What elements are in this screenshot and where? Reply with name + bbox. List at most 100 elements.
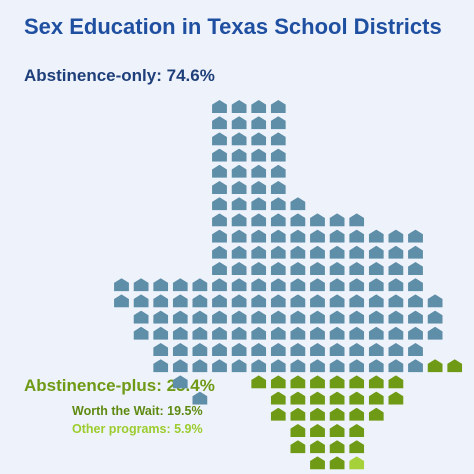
abstinence-only-schoolhouse-icon (368, 229, 384, 243)
abstinence-only-schoolhouse-icon (270, 213, 286, 227)
abstinence-only-schoolhouse-icon (270, 132, 286, 146)
abstinence-only-schoolhouse-icon (251, 294, 267, 308)
abstinence-only-schoolhouse-icon (310, 326, 325, 340)
abstinence-only-schoolhouse-icon (329, 294, 345, 308)
abstinence-only-schoolhouse-icon (329, 343, 345, 356)
abstinence-only-schoolhouse-icon (231, 164, 247, 178)
abstinence-only-schoolhouse-icon (251, 262, 267, 275)
abstinence-only-schoolhouse-icon (270, 164, 286, 178)
abstinence-only-schoolhouse-icon (172, 343, 188, 356)
abstinence-only-schoolhouse-icon (251, 197, 267, 211)
abstinence-only-schoolhouse-icon (290, 294, 306, 308)
worth-the-wait-schoolhouse-icon (447, 359, 463, 373)
abstinence-only-schoolhouse-icon (192, 391, 208, 405)
abstinence-only-schoolhouse-icon (368, 262, 384, 275)
worth-the-wait-schoolhouse-icon (349, 424, 365, 437)
worth-the-wait-schoolhouse-icon (349, 440, 365, 454)
abstinence-only-schoolhouse-icon (251, 116, 267, 130)
worth-the-wait-schoolhouse-icon (251, 375, 267, 389)
abstinence-only-schoolhouse-icon (290, 229, 306, 243)
abstinence-only-schoolhouse-icon (408, 310, 423, 324)
abstinence-only-schoolhouse-icon (212, 294, 227, 308)
worth-the-wait-schoolhouse-icon (290, 407, 306, 421)
abstinence-only-schoolhouse-icon (251, 278, 267, 292)
abstinence-only-schoolhouse-icon (212, 359, 227, 373)
abstinence-only-schoolhouse-icon (329, 229, 345, 243)
abstinence-only-schoolhouse-icon (270, 229, 286, 243)
abstinence-only-schoolhouse-icon (212, 278, 227, 292)
abstinence-only-schoolhouse-icon (231, 100, 247, 113)
abstinence-only-schoolhouse-icon (329, 262, 345, 275)
abstinence-only-schoolhouse-icon (349, 310, 365, 324)
abstinence-only-schoolhouse-icon (153, 278, 169, 292)
abstinence-only-schoolhouse-icon (212, 229, 227, 243)
abstinence-only-schoolhouse-icon (388, 294, 404, 308)
abstinence-only-schoolhouse-icon (310, 262, 325, 275)
abstinence-only-schoolhouse-icon (310, 278, 325, 292)
abstinence-only-schoolhouse-icon (153, 359, 169, 373)
abstinence-only-schoolhouse-icon (368, 294, 384, 308)
abstinence-only-schoolhouse-icon (270, 197, 286, 211)
abstinence-only-schoolhouse-icon (251, 229, 267, 243)
abstinence-only-schoolhouse-icon (231, 343, 247, 356)
abstinence-only-schoolhouse-icon (408, 359, 423, 373)
abstinence-only-schoolhouse-icon (368, 310, 384, 324)
abstinence-only-schoolhouse-icon (310, 213, 325, 227)
abstinence-only-schoolhouse-icon (251, 181, 267, 194)
abstinence-only-schoolhouse-icon (290, 359, 306, 373)
chart-title: Sex Education in Texas School Districts (24, 14, 442, 39)
worth-the-wait-schoolhouse-icon (329, 440, 345, 454)
abstinence-only-schoolhouse-icon (172, 294, 188, 308)
abstinence-only-schoolhouse-icon (270, 100, 286, 113)
abstinence-only-schoolhouse-icon (427, 326, 443, 340)
abstinence-only-schoolhouse-icon (212, 116, 227, 130)
abstinence-only-schoolhouse-icon (368, 245, 384, 259)
worth-the-wait-label: Worth the Wait: 19.5% (72, 404, 203, 418)
abstinence-only-schoolhouse-icon (251, 343, 267, 356)
abstinence-only-schoolhouse-icon (349, 229, 365, 243)
worth-the-wait-schoolhouse-icon (329, 424, 345, 437)
abstinence-only-schoolhouse-icon (270, 294, 286, 308)
abstinence-only-schoolhouse-icon (329, 213, 345, 227)
worth-the-wait-schoolhouse-icon (329, 391, 345, 405)
abstinence-only-schoolhouse-icon (133, 326, 149, 340)
worth-the-wait-schoolhouse-icon (310, 440, 325, 454)
abstinence-only-schoolhouse-icon (290, 262, 306, 275)
worth-the-wait-schoolhouse-icon (270, 375, 286, 389)
abstinence-only-schoolhouse-icon (231, 116, 247, 130)
abstinence-only-schoolhouse-icon (251, 213, 267, 227)
abstinence-only-schoolhouse-icon (270, 116, 286, 130)
abstinence-only-schoolhouse-icon (270, 181, 286, 194)
abstinence-only-schoolhouse-icon (251, 148, 267, 162)
abstinence-only-schoolhouse-icon (231, 245, 247, 259)
other-programs-label: Other programs: 5.9% (72, 422, 203, 436)
abstinence-only-schoolhouse-icon (408, 343, 423, 356)
abstinence-only-schoolhouse-icon (408, 326, 423, 340)
abstinence-only-schoolhouse-icon (212, 181, 227, 194)
abstinence-only-schoolhouse-icon (310, 229, 325, 243)
worth-the-wait-schoolhouse-icon (349, 407, 365, 421)
abstinence-only-schoolhouse-icon (388, 326, 404, 340)
abstinence-only-schoolhouse-icon (329, 278, 345, 292)
abstinence-only-schoolhouse-icon (310, 245, 325, 259)
worth-the-wait-schoolhouse-icon (329, 375, 345, 389)
abstinence-only-schoolhouse-icon (153, 310, 169, 324)
abstinence-only-schoolhouse-icon (290, 213, 306, 227)
worth-the-wait-schoolhouse-icon (329, 407, 345, 421)
abstinence-only-schoolhouse-icon (114, 278, 129, 292)
abstinence-only-schoolhouse-icon (231, 197, 247, 211)
worth-the-wait-schoolhouse-icon (310, 391, 325, 405)
abstinence-only-schoolhouse-icon (388, 245, 404, 259)
abstinence-only-schoolhouse-icon (153, 294, 169, 308)
abstinence-only-schoolhouse-icon (310, 310, 325, 324)
worth-the-wait-schoolhouse-icon (270, 407, 286, 421)
worth-the-wait-schoolhouse-icon (290, 391, 306, 405)
abstinence-only-schoolhouse-icon (153, 326, 169, 340)
abstinence-only-schoolhouse-icon (172, 278, 188, 292)
abstinence-only-schoolhouse-icon (388, 343, 404, 356)
abstinence-only-schoolhouse-icon (270, 359, 286, 373)
abstinence-only-schoolhouse-icon (290, 326, 306, 340)
abstinence-only-schoolhouse-icon (192, 343, 208, 356)
abstinence-only-schoolhouse-icon (388, 262, 404, 275)
